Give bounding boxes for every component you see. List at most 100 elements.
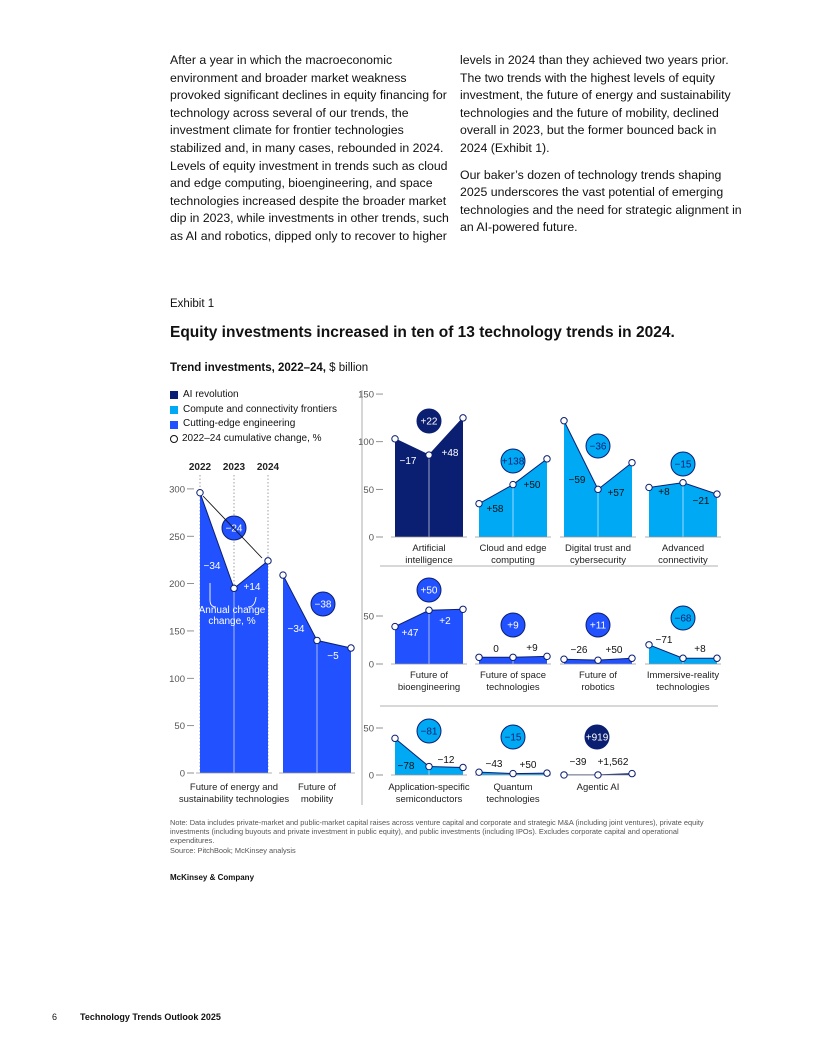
legend-label: AI revolution bbox=[183, 389, 239, 400]
annual-change-label: 0 bbox=[493, 644, 499, 655]
data-point bbox=[347, 644, 355, 652]
trend-name-label: computing bbox=[491, 555, 535, 566]
annual-change-label: +47 bbox=[402, 628, 419, 639]
cumulative-change-bubble bbox=[585, 433, 611, 459]
trend-name-label: Cloud and edge bbox=[479, 543, 546, 554]
cumulative-change-label: +919 bbox=[586, 733, 609, 744]
trend-name-label: Future of space bbox=[480, 670, 546, 681]
annual-change-label: +48 bbox=[442, 448, 459, 459]
cumulative-change-bubble bbox=[416, 718, 442, 744]
annual-change-label: −34 bbox=[204, 561, 221, 572]
year-label: 2023 bbox=[223, 462, 246, 473]
body-column-left: After a year in which the macroeconomic … bbox=[170, 52, 455, 255]
trend-name-label: sustainability technologies bbox=[179, 794, 290, 805]
trend-name-label: Digital trust and bbox=[565, 543, 631, 554]
data-point bbox=[475, 653, 483, 661]
annotation-label: Annual change bbox=[199, 605, 266, 616]
axis-tick-label: 150 bbox=[169, 626, 185, 637]
chart-note: Note: Data includes private-market and p… bbox=[170, 818, 715, 855]
data-point bbox=[313, 636, 321, 645]
data-point bbox=[543, 769, 551, 777]
data-point bbox=[543, 455, 551, 463]
footer-title: Technology Trends Outlook 2025 bbox=[80, 1012, 221, 1022]
cumulative-change-bubble bbox=[310, 591, 336, 617]
annual-change-label: −26 bbox=[571, 645, 588, 656]
data-point bbox=[425, 762, 433, 771]
annual-change-label: +8 bbox=[658, 487, 670, 498]
axis-tick-label: 100 bbox=[169, 674, 185, 685]
cumulative-change-bubble bbox=[500, 448, 526, 474]
trend-name-label: technologies bbox=[486, 794, 540, 805]
data-point bbox=[645, 641, 653, 649]
trend-name-label: robotics bbox=[581, 682, 615, 693]
brand-name: McKinsey & Company bbox=[170, 873, 255, 882]
cumulative-change-label: +11 bbox=[590, 621, 607, 632]
cumulative-change-label: +50 bbox=[421, 586, 438, 597]
data-point bbox=[475, 499, 483, 508]
cumulative-change-label: −15 bbox=[505, 733, 522, 744]
cumulative-change-bubble bbox=[500, 612, 526, 638]
annotation-arrow-icon bbox=[247, 596, 257, 608]
data-point bbox=[230, 584, 238, 593]
trend-name-label: intelligence bbox=[405, 555, 453, 566]
series-area-10 bbox=[395, 738, 463, 775]
trend-name-label: Future of bbox=[298, 782, 336, 793]
axis-tick-label: 300 bbox=[169, 484, 185, 495]
annual-change-label: −17 bbox=[400, 456, 417, 467]
series-area-9 bbox=[649, 644, 717, 664]
annual-change-label: −43 bbox=[486, 759, 503, 770]
exhibit-label: Exhibit 1 bbox=[170, 298, 215, 310]
exhibit-subtitle: Trend investments, 2022–24, $ billion bbox=[170, 362, 368, 374]
data-point bbox=[509, 480, 517, 489]
data-point bbox=[196, 488, 204, 497]
trend-name-label: technologies bbox=[656, 682, 710, 693]
axis-tick-label: 50 bbox=[363, 724, 374, 735]
annual-change-label: +58 bbox=[487, 504, 504, 515]
axis-tick-label: 200 bbox=[169, 579, 185, 590]
annual-change-label: −34 bbox=[288, 624, 305, 635]
data-point bbox=[391, 435, 399, 443]
data-point bbox=[543, 652, 551, 661]
cumulative-arrow-line bbox=[202, 495, 263, 559]
trend-name-label: Agentic AI bbox=[577, 782, 620, 793]
axis-tick-label: 0 bbox=[369, 771, 374, 782]
cumulative-change-label: −81 bbox=[421, 727, 438, 738]
body-paragraph: levels in 2024 than they achieved two ye… bbox=[460, 53, 731, 155]
cumulative-change-label: −36 bbox=[590, 442, 607, 453]
axis-tick-label: 100 bbox=[358, 437, 374, 448]
annual-change-label: +14 bbox=[244, 582, 261, 593]
data-point bbox=[594, 771, 602, 779]
axis-tick-label: 250 bbox=[169, 532, 185, 543]
axis-tick-label: 50 bbox=[363, 612, 374, 623]
cumulative-change-bubble bbox=[416, 408, 442, 434]
data-point bbox=[679, 478, 687, 487]
axis-tick-label: 50 bbox=[363, 485, 374, 496]
data-point bbox=[279, 571, 287, 579]
annual-change-label: +1,562 bbox=[598, 757, 629, 768]
data-point bbox=[475, 768, 483, 776]
data-point bbox=[713, 654, 721, 662]
annual-change-label: +9 bbox=[526, 643, 538, 654]
axis-tick-label: 50 bbox=[174, 721, 185, 732]
trend-name-label: Artificial bbox=[412, 543, 445, 554]
cumulative-change-label: −38 bbox=[315, 600, 332, 611]
data-point bbox=[560, 655, 568, 663]
trend-name-label: Application-specific bbox=[388, 782, 470, 793]
year-label: 2024 bbox=[257, 462, 280, 473]
trend-name-label: Future of bbox=[410, 670, 448, 681]
data-point bbox=[713, 490, 721, 498]
exhibit-headline: Equity investments increased in ten of 1… bbox=[170, 324, 675, 341]
data-point bbox=[560, 771, 568, 779]
annual-change-label: +57 bbox=[608, 488, 625, 499]
annual-change-label: +2 bbox=[439, 616, 451, 627]
subtitle-bold: Trend investments, 2022–24, bbox=[170, 362, 326, 374]
data-point bbox=[628, 654, 636, 662]
trend-name-label: connectivity bbox=[658, 555, 708, 566]
cumulative-change-bubble bbox=[416, 577, 442, 603]
data-point bbox=[645, 483, 653, 492]
subtitle-unit: $ billion bbox=[325, 362, 369, 374]
cumulative-change-label: −68 bbox=[675, 614, 692, 625]
annual-change-label: −21 bbox=[693, 496, 710, 507]
